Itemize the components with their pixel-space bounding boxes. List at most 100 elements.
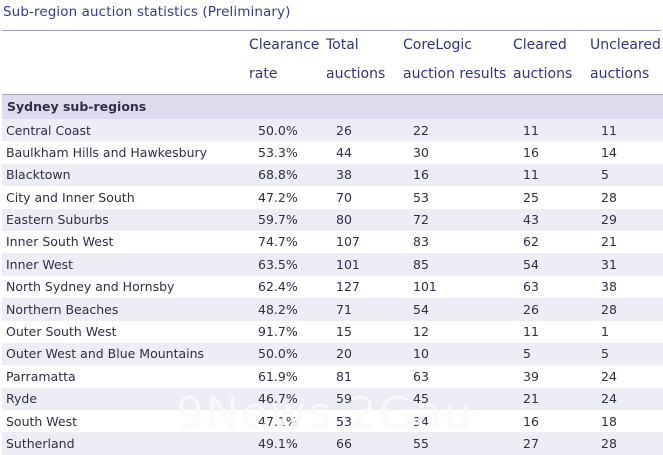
top-divider (2, 30, 661, 31)
row-corelogic-results: 53 (413, 189, 429, 205)
row-total-auctions: 26 (336, 122, 352, 138)
row-cleared: 11 (523, 167, 539, 183)
header-line: rate (249, 66, 278, 82)
row-subregion: City and Inner South (6, 189, 135, 205)
row-uncleared: 14 (601, 144, 617, 160)
row-total-auctions: 20 (336, 346, 352, 362)
row-cleared: 54 (523, 256, 539, 272)
row-subregion: Outer South West (6, 324, 117, 340)
row-clearance-rate: 91.7% (258, 324, 298, 340)
row-subregion: Inner West (6, 256, 74, 272)
table-row: Parramatta 61.9% 81 63 39 24 (2, 365, 663, 387)
row-cleared: 27 (523, 435, 539, 451)
row-clearance-rate: 48.2% (258, 301, 298, 317)
row-cleared: 26 (523, 301, 539, 317)
row-subregion: Parramatta (6, 368, 76, 384)
row-corelogic-results: 101 (413, 279, 437, 295)
section-label: Sydney sub-regions (7, 99, 147, 114)
row-uncleared: 24 (601, 368, 617, 384)
row-uncleared: 18 (601, 413, 617, 429)
table-row: Eastern Suburbs 59.7% 80 72 43 29 (2, 208, 663, 231)
row-corelogic-results: 30 (413, 144, 429, 160)
row-clearance-rate: 74.7% (258, 234, 298, 250)
row-subregion: Ryde (6, 391, 38, 407)
table-header: Clearance rate Total auctions CoreLogic … (0, 31, 663, 93)
row-clearance-rate: 63.5% (258, 256, 298, 272)
row-uncleared: 31 (601, 256, 617, 272)
header-line: auctions (326, 66, 386, 82)
header-clearance-rate: Clearance rate (249, 31, 319, 89)
table-row: Outer West and Blue Mountains 50.0% 20 10 5 5 (2, 342, 663, 366)
row-cleared: 11 (523, 324, 539, 340)
header-line: auction results (403, 66, 507, 82)
row-corelogic-results: 22 (413, 122, 429, 138)
table-row: Baulkham Hills and Hawkesbury 53.3% 44 30 16… (2, 141, 663, 163)
row-cleared: 16 (523, 144, 539, 160)
row-uncleared: 28 (601, 189, 617, 205)
row-clearance-rate: 68.8% (258, 167, 298, 183)
row-corelogic-results: 54 (413, 301, 429, 317)
row-subregion: Blacktown (6, 167, 71, 183)
row-total-auctions: 70 (336, 189, 352, 205)
row-uncleared: 24 (601, 391, 617, 407)
row-total-auctions: 15 (336, 324, 352, 340)
row-clearance-rate: 47.2% (258, 189, 298, 205)
row-subregion: Outer West and Blue Mountains (6, 346, 205, 362)
row-uncleared: 11 (601, 122, 617, 138)
row-clearance-rate: 47.1% (258, 413, 298, 429)
row-total-auctions: 71 (336, 301, 352, 317)
header-line: Cleared (513, 37, 567, 53)
row-clearance-rate: 49.1% (258, 435, 298, 451)
row-cleared: 16 (523, 413, 539, 429)
row-corelogic-results: 10 (413, 346, 429, 362)
row-corelogic-results: 12 (413, 324, 429, 340)
table-row: Ryde 46.7% 59 45 21 24 (2, 387, 663, 411)
row-total-auctions: 44 (336, 144, 352, 160)
row-subregion: Baulkham Hills and Hawkesbury (6, 144, 208, 160)
table-row: Central Coast 50.0% 26 22 11 11 (2, 119, 663, 142)
row-cleared: 62 (523, 234, 539, 250)
row-corelogic-results: 45 (413, 391, 429, 407)
row-clearance-rate: 53.3% (258, 144, 298, 160)
row-clearance-rate: 50.0% (258, 122, 298, 138)
table-row: South West 47.1% 53 34 16 18 (2, 410, 663, 432)
row-corelogic-results: 85 (413, 256, 429, 272)
row-total-auctions: 107 (336, 234, 360, 250)
header-line: CoreLogic (403, 37, 472, 53)
table-body: Central Coast 50.0% 26 22 11 11 Baulkham Hills… (2, 119, 663, 455)
row-clearance-rate: 62.4% (258, 279, 298, 295)
row-corelogic-results: 55 (413, 435, 429, 451)
row-total-auctions: 59 (336, 391, 352, 407)
header-uncleared-auctions: Uncleared auctions (590, 31, 661, 89)
row-total-auctions: 66 (336, 435, 352, 451)
row-total-auctions: 101 (336, 256, 360, 272)
section-header: Sydney sub-regions (2, 94, 663, 120)
row-total-auctions: 81 (336, 368, 352, 384)
table-row: Inner South West 74.7% 107 83 62 21 (2, 231, 663, 253)
row-total-auctions: 127 (336, 279, 360, 295)
row-corelogic-results: 72 (413, 212, 429, 228)
table-title: Sub-region auction statistics (Prelimina… (3, 4, 291, 20)
header-line: Clearance (249, 37, 320, 53)
row-total-auctions: 80 (336, 212, 352, 228)
row-subregion: Inner South West (6, 234, 114, 250)
table-row: Outer South West 91.7% 15 12 11 1 (2, 321, 663, 343)
row-cleared: 43 (523, 212, 539, 228)
row-cleared: 63 (523, 279, 539, 295)
row-subregion: Northern Beaches (6, 301, 119, 317)
table-row: Blacktown 68.8% 38 16 11 5 (2, 163, 663, 187)
row-clearance-rate: 59.7% (258, 212, 298, 228)
row-cleared: 5 (523, 346, 531, 362)
row-uncleared: 1 (601, 324, 609, 340)
row-cleared: 21 (523, 391, 539, 407)
row-uncleared: 5 (601, 346, 609, 362)
row-subregion: Sutherland (6, 435, 75, 451)
header-cleared-auctions: Cleared auctions (513, 31, 572, 89)
row-subregion: Central Coast (6, 122, 91, 138)
row-uncleared: 29 (601, 212, 617, 228)
row-total-auctions: 38 (336, 167, 352, 183)
header-corelogic-results: CoreLogic auction results (403, 31, 506, 89)
row-total-auctions: 53 (336, 413, 352, 429)
header-line: auctions (590, 66, 650, 82)
row-subregion: Eastern Suburbs (6, 212, 109, 228)
